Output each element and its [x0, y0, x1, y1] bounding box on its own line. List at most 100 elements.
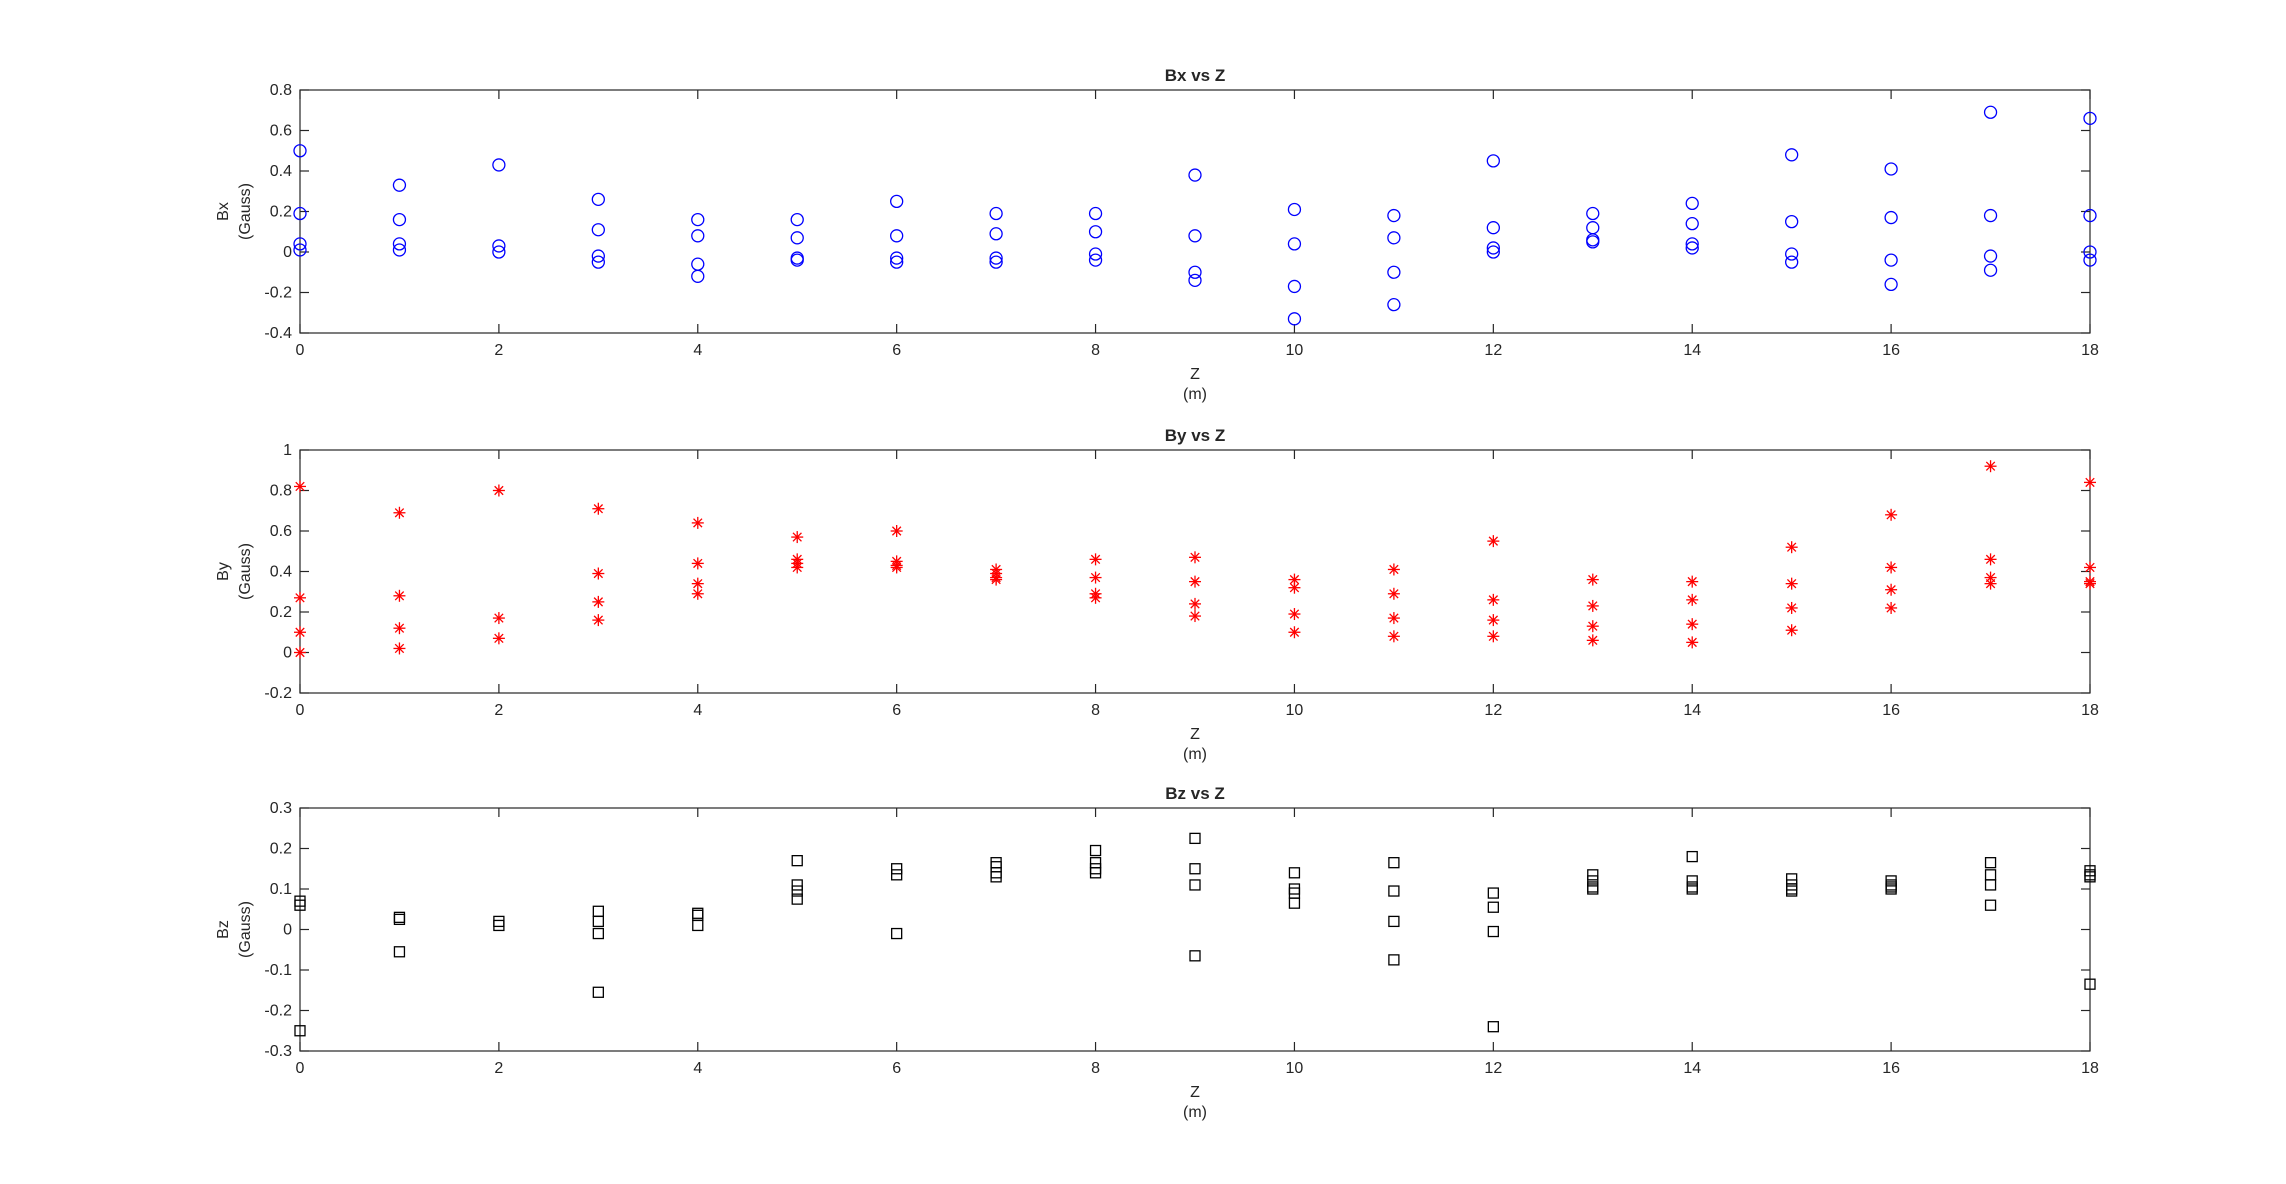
bz-point: [1587, 875, 1599, 887]
bz-point: [592, 915, 604, 928]
by-ytick-label: 0.4: [270, 564, 292, 581]
bx-point: [1387, 265, 1401, 279]
by-point: [1089, 591, 1102, 604]
bz-ytick-label: -0.3: [264, 1043, 292, 1060]
bz-point: [1487, 925, 1499, 938]
by-point: [1288, 608, 1301, 621]
bx-ytick-label: 0.4: [270, 163, 292, 180]
bx-point: [1685, 241, 1699, 255]
by-xtick-label: 0: [296, 702, 305, 719]
bz-xtick-label: 2: [494, 1060, 503, 1077]
by-point: [1885, 583, 1898, 596]
by-point: [1487, 535, 1500, 548]
bz-point: [1189, 879, 1201, 891]
by-point: [1089, 571, 1102, 584]
bz-ylabel-line: (Gauss): [237, 901, 254, 958]
bz-point: [2084, 978, 2096, 990]
bx-point: [1287, 202, 1302, 217]
bz-point: [393, 913, 406, 926]
bx-xtick-label: 10: [1286, 342, 1304, 359]
bx-ylabel-line: (Gauss): [237, 183, 254, 240]
bx-point: [1685, 196, 1699, 211]
bx-point: [293, 243, 307, 257]
bx-point: [2083, 253, 2097, 267]
bx-point: [790, 212, 804, 227]
by-point: [492, 632, 505, 645]
bz-ytick-label: -0.1: [264, 962, 292, 979]
bx-point: [890, 255, 904, 269]
bx-point: [2083, 245, 2097, 259]
by-xtick-label: 6: [892, 702, 901, 719]
by-point: [492, 612, 505, 625]
bz-point: [891, 863, 903, 875]
bz-point: [1786, 885, 1798, 897]
bx-point: [1188, 273, 1202, 288]
bx-point: [1785, 255, 1799, 269]
by-point: [691, 516, 704, 529]
bx-point: [1983, 105, 1998, 119]
by-point: [1785, 541, 1798, 554]
by-point: [2084, 476, 2096, 489]
bx-point: [1884, 162, 1898, 176]
bz-point: [1686, 883, 1698, 895]
by-point: [1189, 610, 1201, 623]
bx-ytick-label: -0.4: [264, 325, 292, 342]
bx-xtick-label: 2: [494, 342, 503, 359]
bz-xlabel-line: Z: [1190, 1084, 1200, 1101]
bx-point: [591, 249, 605, 263]
bz-ylabel-line: Bz: [215, 920, 232, 939]
by-point: [1785, 624, 1798, 637]
by-point: [890, 561, 903, 574]
by-point: [1089, 553, 1102, 566]
bx-point: [591, 223, 605, 237]
bx-point: [890, 229, 904, 243]
bz-point: [1984, 857, 1997, 869]
by-point: [1189, 575, 1201, 588]
bz-point: [294, 899, 306, 911]
bz-point: [1189, 832, 1201, 845]
by-point: [691, 557, 704, 570]
bz-point: [692, 919, 704, 932]
by-ytick-label: 0.8: [270, 483, 292, 500]
bz-point: [2084, 871, 2096, 883]
bx-point: [293, 237, 307, 251]
bz-xtick-label: 6: [892, 1060, 901, 1077]
bz-title: Bz vs Z: [1165, 784, 1225, 803]
by-ylabel-line: By: [215, 562, 232, 581]
bz-point: [1089, 844, 1102, 857]
bz-point: [1189, 863, 1201, 875]
by-point: [1586, 634, 1599, 647]
by-point: [1984, 553, 1997, 566]
bx-point: [2083, 208, 2097, 223]
bx-xtick-label: 18: [2081, 342, 2099, 359]
bx-point: [691, 229, 705, 243]
bz-xtick-label: 0: [296, 1060, 305, 1077]
bz-point: [791, 893, 803, 905]
by-point: [1387, 630, 1400, 643]
bx-point: [1486, 154, 1500, 168]
bx-point: [989, 255, 1003, 269]
bz-ytick-label: 0: [283, 922, 292, 939]
bx-point: [989, 206, 1003, 221]
by-point: [393, 622, 406, 635]
bx-point: [1785, 148, 1799, 162]
bx-points: [293, 105, 2097, 326]
bx-point: [1486, 221, 1500, 235]
bx-point: [989, 251, 1003, 265]
by-point: [1686, 593, 1699, 606]
by-point: [990, 573, 1003, 586]
bx-point: [1785, 214, 1799, 229]
by-point: [1387, 587, 1400, 600]
by-point: [294, 480, 306, 493]
bz-point: [1388, 915, 1400, 928]
by-point: [791, 561, 804, 574]
by-ylabel-line: (Gauss): [237, 543, 254, 600]
bz-point: [1388, 885, 1400, 897]
bx-point: [890, 251, 904, 265]
bx-point: [392, 237, 407, 251]
bz-point: [1388, 857, 1400, 869]
bx-point: [1088, 253, 1103, 267]
bz-point: [791, 855, 803, 867]
bz-point: [791, 885, 803, 897]
by-xtick-label: 16: [1882, 702, 1900, 719]
